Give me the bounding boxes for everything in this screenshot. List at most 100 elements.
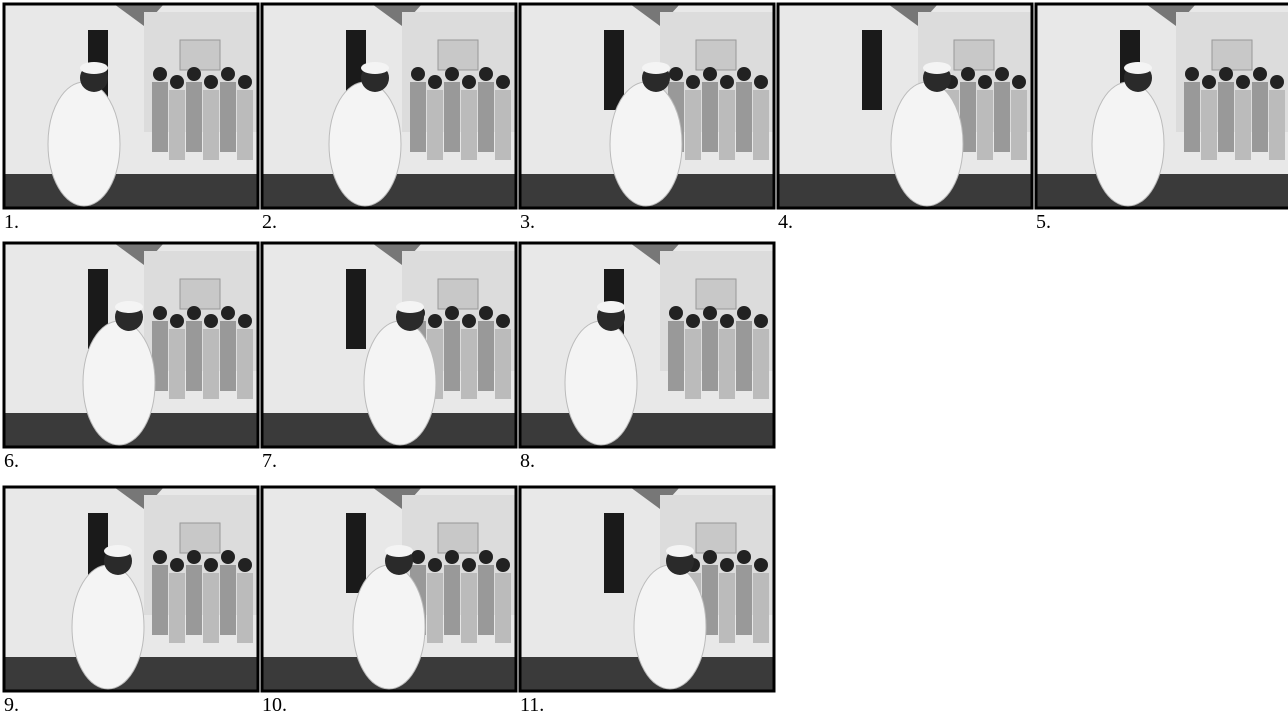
- dancer-body: [1092, 82, 1164, 206]
- dancer-headwrap: [597, 301, 625, 313]
- crowd-body: [152, 82, 168, 152]
- crowd-head: [170, 75, 184, 89]
- crowd-body: [152, 565, 168, 635]
- floor: [4, 174, 258, 208]
- crowd-body: [702, 82, 718, 152]
- door: [862, 30, 882, 110]
- crowd-head: [187, 550, 201, 564]
- crowd-head: [170, 314, 184, 328]
- crowd-head: [187, 67, 201, 81]
- crowd-head: [703, 550, 717, 564]
- window: [180, 279, 220, 309]
- crowd-body: [1235, 90, 1251, 160]
- crowd-head: [1270, 75, 1284, 89]
- dancer-headwrap: [923, 62, 951, 74]
- crowd-body: [753, 573, 769, 643]
- crowd-body: [427, 573, 443, 643]
- window: [438, 279, 478, 309]
- crowd-head: [479, 67, 493, 81]
- frame-label: 5.: [1036, 211, 1051, 233]
- crowd-body: [977, 90, 993, 160]
- crowd-body: [1269, 90, 1285, 160]
- crowd-body: [495, 90, 511, 160]
- dancer-body: [83, 321, 155, 445]
- crowd-body: [495, 573, 511, 643]
- crowd-body: [478, 565, 494, 635]
- crowd-head: [204, 75, 218, 89]
- crowd-head: [961, 67, 975, 81]
- dancer-headwrap: [115, 301, 143, 313]
- photo-frame: [778, 4, 1032, 208]
- crowd-head: [238, 75, 252, 89]
- crowd-head: [462, 314, 476, 328]
- crowd-body: [410, 82, 426, 152]
- crowd-head: [445, 67, 459, 81]
- crowd-head: [686, 75, 700, 89]
- photo-frame: [520, 243, 774, 447]
- crowd-head: [221, 306, 235, 320]
- crowd-body: [495, 329, 511, 399]
- crowd-head: [238, 314, 252, 328]
- frame-label: 1.: [4, 211, 19, 233]
- frame-label: 7.: [262, 450, 277, 472]
- crowd-head: [703, 67, 717, 81]
- dancer-headwrap: [642, 62, 670, 74]
- crowd-body: [220, 321, 236, 391]
- crowd-body: [668, 321, 684, 391]
- crowd-head: [669, 67, 683, 81]
- photo-frame: [262, 243, 516, 447]
- crowd-head: [204, 558, 218, 572]
- door: [346, 513, 366, 593]
- frame-label: 11.: [520, 694, 544, 716]
- crowd-body: [719, 573, 735, 643]
- crowd-body: [685, 90, 701, 160]
- window: [696, 523, 736, 553]
- crowd-body: [169, 90, 185, 160]
- crowd-head: [153, 306, 167, 320]
- floor: [1036, 174, 1288, 208]
- dancer-headwrap: [385, 545, 413, 557]
- crowd-head: [462, 75, 476, 89]
- dancer-headwrap: [396, 301, 424, 313]
- crowd-body: [203, 329, 219, 399]
- photo-frame: [4, 487, 258, 691]
- crowd-head: [754, 558, 768, 572]
- window: [696, 279, 736, 309]
- door: [604, 30, 624, 110]
- frame-label: 10.: [262, 694, 287, 716]
- window: [1212, 40, 1252, 70]
- window: [438, 40, 478, 70]
- crowd-head: [720, 75, 734, 89]
- crowd-head: [737, 306, 751, 320]
- crowd-body: [220, 565, 236, 635]
- crowd-body: [1201, 90, 1217, 160]
- photo-frame: [4, 4, 258, 208]
- crowd-body: [736, 82, 752, 152]
- crowd-head: [720, 314, 734, 328]
- dancer-body: [353, 565, 425, 689]
- crowd-body: [753, 90, 769, 160]
- crowd-body: [461, 329, 477, 399]
- crowd-head: [496, 558, 510, 572]
- crowd-head: [445, 550, 459, 564]
- window: [954, 40, 994, 70]
- crowd-head: [153, 550, 167, 564]
- crowd-head: [479, 550, 493, 564]
- frame-label: 2.: [262, 211, 277, 233]
- crowd-body: [186, 82, 202, 152]
- crowd-body: [237, 329, 253, 399]
- door: [604, 513, 624, 593]
- crowd-head: [479, 306, 493, 320]
- photo-frame: [262, 4, 516, 208]
- crowd-head: [737, 550, 751, 564]
- crowd-head: [221, 67, 235, 81]
- crowd-body: [1184, 82, 1200, 152]
- floor: [520, 413, 774, 447]
- crowd-body: [427, 90, 443, 160]
- photo-frame: [4, 243, 258, 447]
- crowd-head: [1236, 75, 1250, 89]
- crowd-head: [153, 67, 167, 81]
- crowd-head: [170, 558, 184, 572]
- dancer-headwrap: [666, 545, 694, 557]
- frame-label: 9.: [4, 694, 19, 716]
